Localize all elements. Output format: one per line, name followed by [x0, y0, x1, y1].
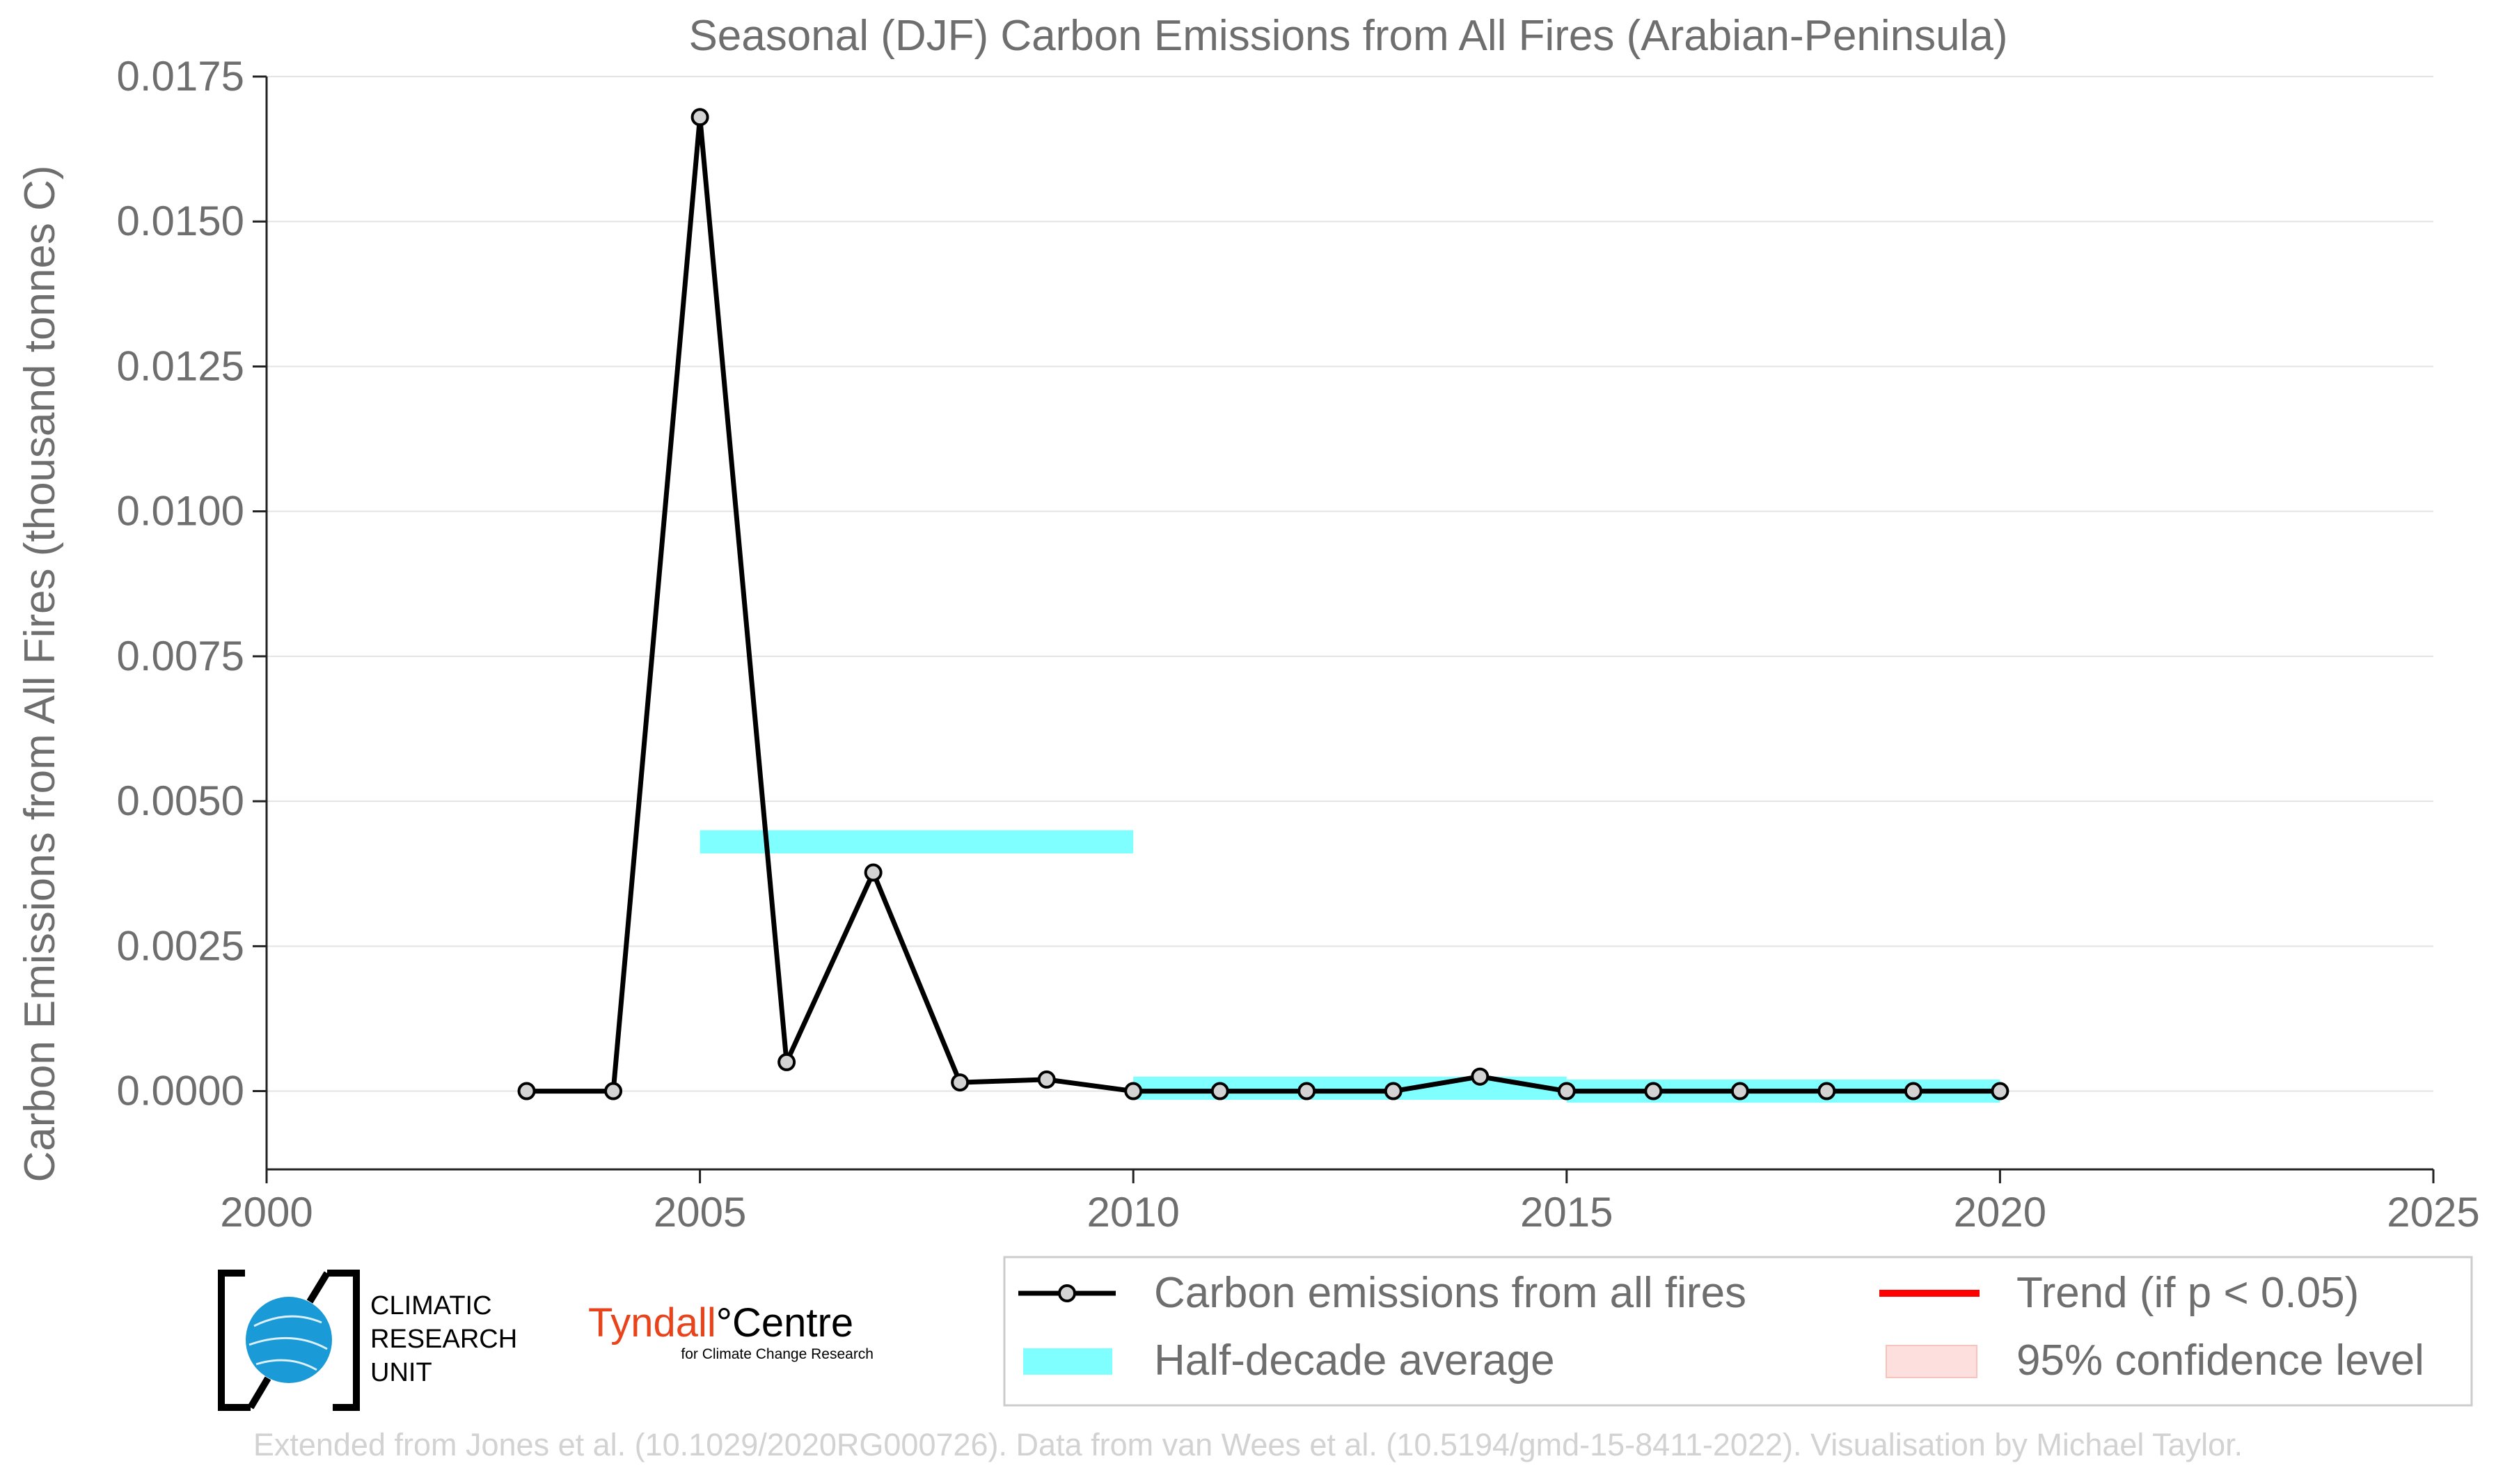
data-point — [1991, 1082, 2009, 1100]
axes: 0.0000 0.0025 0.0050 0.0075 0.0100 0.0125 0.01… — [116, 53, 2479, 1236]
cru-line-1: CLIMATIC — [370, 1291, 492, 1320]
x-tick-label: 2000 — [220, 1189, 313, 1236]
data-point — [1297, 1082, 1316, 1100]
y-tick-label: 0.0150 — [116, 198, 244, 244]
tyndall-subtitle: for Climate Change Research — [681, 1346, 874, 1362]
series-line — [526, 114, 2000, 1094]
cru-logo — [218, 1270, 360, 1411]
legend-patch-average — [1023, 1348, 1112, 1375]
y-tick-label: 0.0050 — [116, 777, 244, 824]
gridlines — [267, 76, 2433, 1092]
tyndall-degree: ° — [716, 1300, 732, 1345]
tyndall-logo: Tyndall°Centre for Climate Change Resear… — [588, 1302, 880, 1363]
legend-label-confidence: 95% confidence level — [2016, 1336, 2424, 1384]
data-point — [1557, 1082, 1576, 1100]
data-point — [1471, 1067, 1490, 1086]
y-tick-label: 0.0100 — [116, 488, 244, 535]
y-axis-label: Carbon Emissions from All Fires (thousan… — [16, 165, 64, 1182]
data-point — [690, 108, 709, 127]
y-tick-label: 0.0125 — [116, 342, 244, 389]
x-tick-label: 2025 — [2387, 1189, 2479, 1236]
cru-slash-top — [306, 1271, 331, 1304]
data-point — [864, 863, 883, 882]
cru-globe-icon — [246, 1297, 332, 1383]
data-point — [1730, 1082, 1749, 1100]
legend-label-trend: Trend (if p < 0.05) — [2016, 1269, 2359, 1317]
data-point — [951, 1073, 970, 1092]
data-point — [604, 1082, 623, 1100]
cru-bracket-right — [327, 1270, 360, 1411]
half-decade-average-bars — [700, 830, 2000, 1103]
legend-patch-confidence — [1886, 1345, 1977, 1378]
y-tick-label: 0.0175 — [116, 53, 244, 100]
legend-frame — [1003, 1256, 2473, 1407]
x-tick-label: 2015 — [1520, 1189, 1613, 1236]
cru-bracket-left — [218, 1270, 251, 1411]
data-point — [1644, 1082, 1663, 1100]
x-tick-label: 2020 — [1954, 1189, 2046, 1236]
legend-marker-emissions — [1058, 1284, 1076, 1302]
y-tick-label: 0.0075 — [116, 633, 244, 679]
cru-line-2: RESEARCH — [370, 1325, 518, 1354]
data-point — [1384, 1082, 1403, 1100]
data-point — [777, 1052, 796, 1071]
data-point — [1817, 1082, 1836, 1100]
half-decade-average-bar — [700, 830, 1134, 854]
series-carbon-emissions — [517, 108, 2009, 1100]
y-tick-label: 0.0000 — [116, 1068, 244, 1114]
x-tick-label: 2010 — [1087, 1189, 1179, 1236]
x-tick-label: 2005 — [654, 1189, 746, 1236]
legend-label-emissions: Carbon emissions from all fires — [1154, 1269, 1746, 1317]
data-point — [1037, 1070, 1056, 1089]
tyndall-centre: Centre — [732, 1300, 854, 1345]
data-point — [1210, 1082, 1229, 1100]
legend-label-average: Half-decade average — [1154, 1336, 1555, 1384]
legend: Carbon emissions from all fires Trend (i… — [1003, 1256, 2473, 1407]
cru-logo-text: CLIMATIC RESEARCH UNIT — [370, 1289, 517, 1389]
data-point — [1124, 1082, 1143, 1100]
data-point — [517, 1082, 536, 1100]
cru-globe-swirl — [248, 1315, 328, 1371]
tyndall-name: Tyndall — [588, 1300, 716, 1345]
chart-title: Seasonal (DJF) Carbon Emissions from All… — [688, 12, 2007, 60]
data-point — [1904, 1082, 1922, 1100]
y-tick-label: 0.0025 — [116, 922, 244, 969]
cru-slash-bottom — [247, 1376, 271, 1410]
credit-line: Extended from Jones et al. (10.1029/2020… — [253, 1427, 2243, 1462]
cru-line-3: UNIT — [370, 1358, 432, 1387]
